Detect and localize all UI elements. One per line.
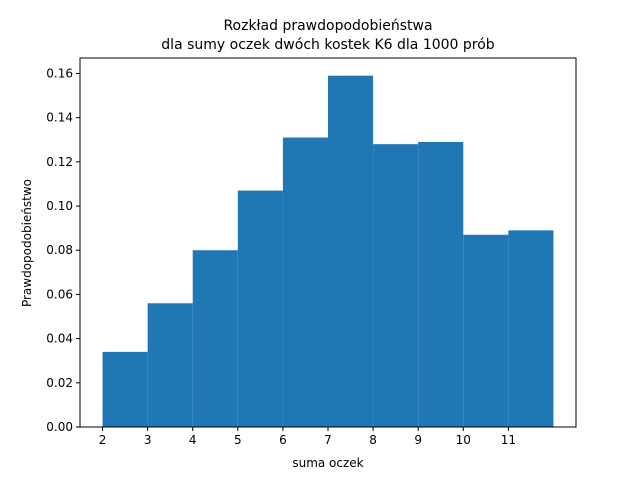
x-axis-ticks: 2 3 4 5 6 7 8 9 10 11 <box>99 427 516 447</box>
chart-title-line-2: dla sumy oczek dwóch kostek K6 dla 1000 … <box>161 37 495 53</box>
x-tick-label: 7 <box>324 433 332 447</box>
x-tick-label: 6 <box>279 433 287 447</box>
bar-5 <box>237 190 283 427</box>
x-tick-label: 10 <box>456 433 471 447</box>
bar-2 <box>102 351 148 427</box>
bar-7 <box>328 75 374 428</box>
bar-8 <box>373 144 419 428</box>
y-tick-label: 0.06 <box>46 287 73 301</box>
x-tick-label: 8 <box>369 433 377 447</box>
plot-frame <box>79 57 577 428</box>
y-tick-label: 0.02 <box>46 376 73 390</box>
x-axis-label: suma oczek <box>292 456 363 470</box>
y-tick-label: 0.08 <box>46 243 73 257</box>
y-tick-label: 0.00 <box>46 420 73 434</box>
bar-6 <box>282 137 328 428</box>
x-tick-label: 9 <box>414 433 422 447</box>
x-tick-label: 11 <box>501 433 516 447</box>
bar-4 <box>192 250 238 427</box>
x-tick-label: 5 <box>234 433 242 447</box>
y-tick-label: 0.04 <box>46 332 73 346</box>
bar-10 <box>463 234 509 427</box>
chart-title: Rozkład prawdopodobieństwa dla sumy ocze… <box>161 18 495 53</box>
y-tick-label: 0.12 <box>46 155 73 169</box>
x-tick-label: 3 <box>144 433 152 447</box>
y-tick-label: 0.16 <box>46 66 73 80</box>
y-axis-ticks: 0.00 0.02 0.04 0.06 0.08 0.10 0.12 0.14 0.16 <box>46 66 80 434</box>
bar-11 <box>508 230 554 427</box>
bar-3 <box>147 303 193 427</box>
bar-9 <box>418 141 464 427</box>
x-tick-label: 2 <box>99 433 107 447</box>
chart-title-line-1: Rozkład prawdopodobieństwa <box>223 18 432 34</box>
bars-group <box>102 75 554 428</box>
x-tick-label: 4 <box>189 433 197 447</box>
y-tick-label: 0.14 <box>46 111 73 125</box>
y-axis-label: Prawdopodobieństwo <box>20 179 34 307</box>
y-tick-label: 0.10 <box>46 199 73 213</box>
